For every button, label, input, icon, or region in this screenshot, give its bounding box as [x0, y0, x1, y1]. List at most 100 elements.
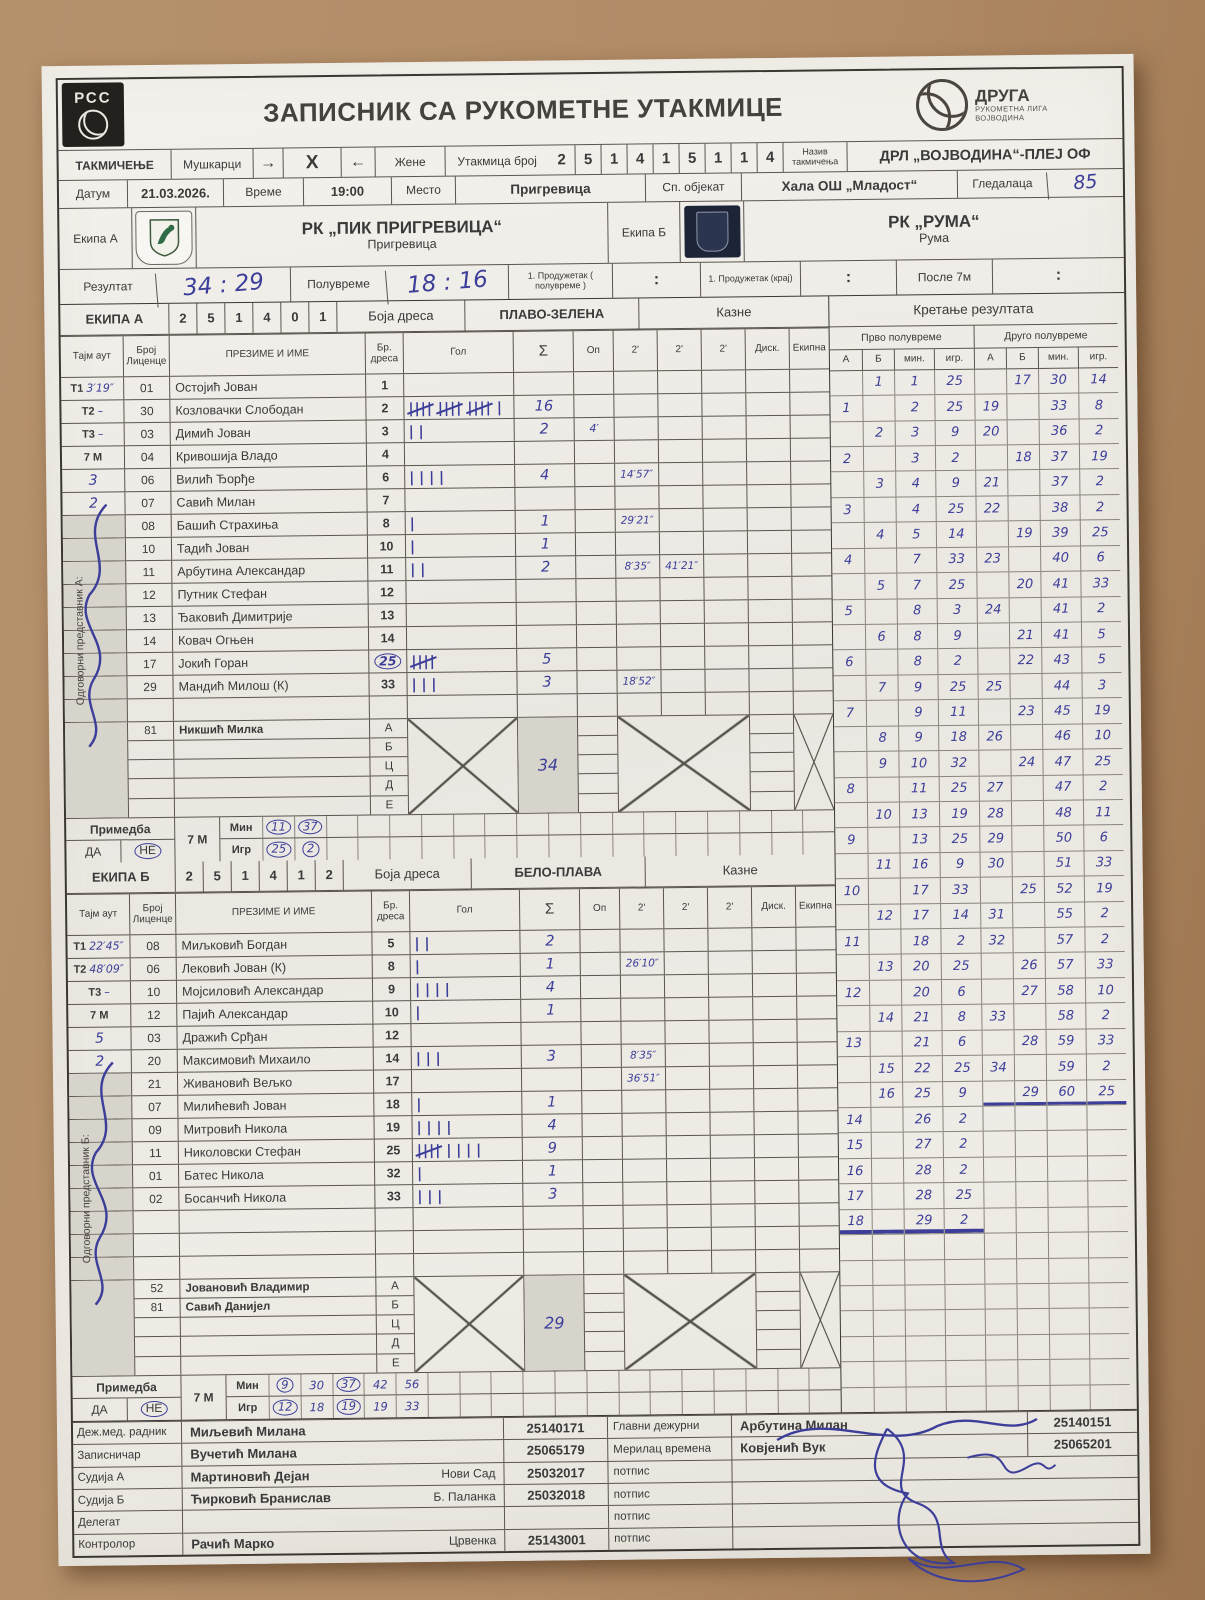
score-value-hw: 32: [950, 755, 968, 771]
warning-cell: [579, 952, 620, 975]
score-cell: 25: [1086, 1079, 1127, 1105]
suspension-2min-cell: [702, 485, 747, 508]
suspension-2min-cell: [615, 578, 660, 601]
score-value-hw: 9: [878, 756, 888, 772]
score-cell: [1007, 470, 1040, 496]
suspension-2min-cell: 36′51″: [620, 1067, 666, 1090]
score-value-hw: 11: [844, 934, 861, 950]
score-cell: [1010, 775, 1043, 801]
empty-cell: [578, 734, 618, 755]
warning-cell: [574, 532, 616, 555]
score-value-hw: 19: [1096, 881, 1113, 897]
jersey-number: 19: [373, 1115, 412, 1139]
score-cell: [866, 777, 899, 802]
goal-tally-cell: [405, 579, 516, 603]
remark-value-hw: 2: [301, 841, 320, 857]
score-progress-row: 9 10 32 24 47 25: [834, 748, 1123, 777]
suspension-2min-cell: 26′10″: [619, 952, 664, 975]
score-cell: 33: [1080, 571, 1121, 597]
score-cell: 57: [1044, 927, 1085, 953]
score-cell: [982, 1106, 1015, 1132]
disqualification-cell: [751, 973, 797, 997]
score-value-hw: 48: [1055, 805, 1072, 821]
goal-tally: |||| | | | |: [417, 1140, 488, 1160]
remark-value-cell: [357, 815, 390, 837]
remark-value-cell: [738, 810, 771, 833]
score-cell: 7: [834, 701, 866, 726]
disqualification-cell: [746, 507, 791, 531]
score-cell: 21: [1008, 622, 1042, 648]
official-role-2: Мерилац времена: [607, 1437, 732, 1461]
score-progress-row: 12 20 6 27 58 10: [836, 976, 1126, 1006]
suspension-2min-cell: [704, 646, 749, 669]
score-cell: [974, 369, 1007, 394]
score-cell: 3: [1081, 672, 1122, 698]
score-cell: [837, 1006, 869, 1031]
score-progress-title: Кретање резултата: [829, 292, 1118, 328]
score-cell: [1014, 1131, 1047, 1157]
score-cell: 2: [894, 395, 935, 421]
score-cell: 12: [837, 981, 869, 1006]
remark-grid: Мин 9 30 37 42 56 Игр 12 18 19 19 33: [225, 1368, 841, 1420]
score-cell: [943, 1233, 985, 1259]
remark-value-cell: [452, 836, 486, 859]
suspension-2min-cell: [613, 371, 658, 394]
score-value-hw: 21: [913, 1010, 931, 1026]
remark-left: Примедба ДА НЕ: [72, 1375, 181, 1421]
score-value-hw: 20: [982, 424, 1000, 440]
jersey-number: 17: [372, 1069, 412, 1093]
licence-number: 06: [129, 957, 176, 981]
empty-cell: [750, 715, 793, 734]
remark-value-cell: [617, 1370, 650, 1393]
officials-name-col: Јовановић Владимир Савић Данијел: [179, 1277, 377, 1375]
score-cell: 18: [938, 725, 979, 751]
official-licence: [134, 1336, 181, 1356]
score-cell: [834, 752, 866, 777]
score-col-header: мин.: [1037, 347, 1079, 368]
score-progress-rows: 1 1 25 17 30 14 1 2 25 19 33 8 2 3 9 20 36 2 2 3 2 18 37 19 3 4 9 2…: [830, 367, 1130, 1413]
score-cell: 60: [1046, 1080, 1087, 1105]
disqualification-cell: [748, 645, 793, 669]
goal-sum-hw: 2: [541, 559, 551, 576]
remark-value-cell: [586, 1370, 619, 1393]
suspension-2min-cell: [666, 1181, 711, 1204]
licence-number: 07: [124, 491, 171, 515]
score-cell: [905, 1386, 946, 1412]
score-cell: [837, 955, 869, 980]
remark-value-cell: [427, 1394, 460, 1417]
disqualification-cell: [747, 622, 793, 646]
goal-sum-hw: 1: [547, 1163, 558, 1180]
player-name: [172, 696, 369, 721]
match-officials-table: Деж.мед. радник Миљевић Милана 25140171 Гла…: [72, 1408, 1139, 1582]
score-cell: [904, 1335, 946, 1361]
score-value-hw: 9: [953, 628, 962, 644]
suspension-2min-cell: [657, 439, 703, 463]
score-value-hw: 19: [951, 806, 968, 822]
disqualification-cell: [745, 415, 790, 439]
suspension-2min-cell: [703, 554, 748, 577]
score-value-hw: 9: [847, 833, 856, 849]
score-value-hw: 22: [914, 1061, 931, 1077]
score-cell: 21: [901, 1030, 942, 1056]
goal-sum-cell: [520, 1021, 581, 1045]
remark-value-cell: [490, 1371, 523, 1394]
score-cell: 4: [863, 522, 897, 548]
goal-sum-cell: 3: [522, 1182, 583, 1206]
team-code-digit: 1: [286, 859, 315, 891]
suspension-2min-cell: [621, 1089, 666, 1113]
match-number-digit: 1: [704, 143, 731, 173]
col-2min: 2': [618, 888, 664, 929]
suspension-2min-cell: [701, 416, 746, 439]
teams-tables: ЕКИПА А 2 5 1 4 0 1 Боја дреса ПЛАВО-ЗЕЛЕНА Казне…: [60, 296, 841, 1421]
score-progress-row: 16 28 2: [838, 1154, 1128, 1184]
score-progress-halves: Прво полувреме Друго полувреме: [829, 323, 1118, 351]
official-licence-id: 25032017: [503, 1461, 608, 1484]
jersey-number: [368, 695, 407, 719]
suspension-2min-cell: [663, 974, 709, 998]
score-value-hw: 5: [876, 578, 886, 594]
empty-cell: [750, 790, 795, 811]
score-value-hw: 22: [1017, 653, 1035, 669]
goal-sum-hw: 3: [548, 1186, 558, 1203]
player-name: Остојић Јован: [169, 374, 366, 399]
team-penalty-cell: [797, 1111, 838, 1134]
